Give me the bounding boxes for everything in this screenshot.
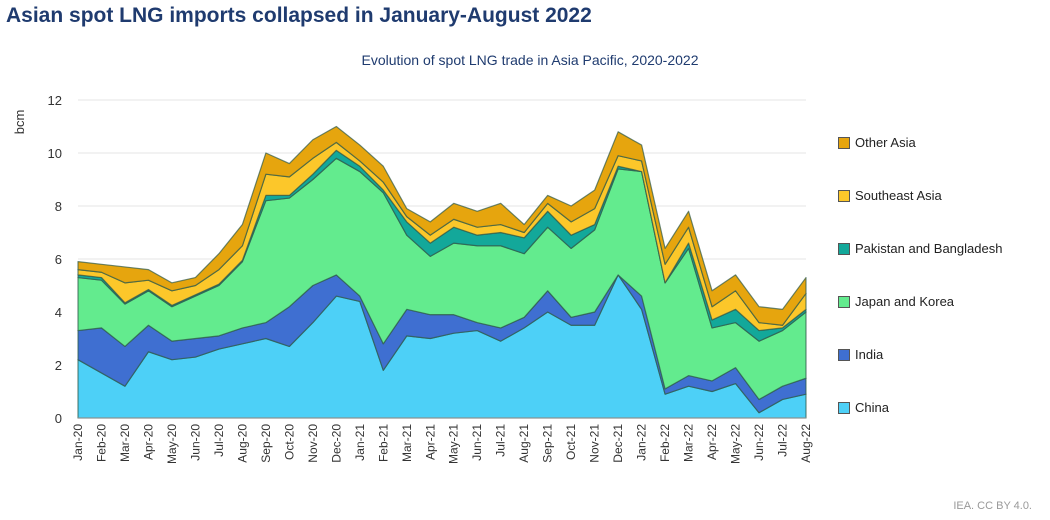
y-tick-label: 12 (48, 93, 62, 108)
legend-swatch (838, 189, 850, 202)
legend-swatch (838, 348, 850, 361)
area-other-asia (77, 125, 807, 326)
x-tick-label: Feb-21 (376, 424, 390, 462)
legend-item: China (838, 381, 1002, 434)
x-tick-label: Aug-21 (517, 424, 531, 463)
x-tick-label: Aug-22 (799, 424, 813, 463)
x-tick-label: May-22 (729, 424, 743, 464)
x-tick-label: Jun-22 (752, 424, 766, 461)
legend: Other Asia Southeast Asia Pakistan and Ban… (838, 116, 1002, 434)
x-tick-label: Apr-21 (423, 424, 437, 460)
y-axis-label: bcm (12, 110, 27, 135)
x-tick-label: Sep-21 (541, 424, 555, 463)
x-tick-label: Mar-20 (118, 424, 132, 462)
legend-label: Other Asia (855, 135, 916, 150)
x-tick-label: Apr-22 (705, 424, 719, 460)
x-tick-label: Feb-20 (94, 424, 108, 462)
legend-label: Japan and Korea (855, 294, 955, 309)
x-tick-label: Dec-20 (329, 424, 343, 463)
legend-item: Southeast Asia (838, 169, 1002, 222)
legend-label: Southeast Asia (855, 188, 942, 203)
x-tick-label: Jul-20 (212, 424, 226, 457)
x-tick-label: Oct-20 (282, 424, 296, 460)
x-tick-label: May-21 (447, 424, 461, 464)
x-tick-label: Apr-20 (141, 424, 155, 460)
credit: IEA. CC BY 4.0. (953, 500, 1032, 512)
legend-swatch (838, 401, 850, 414)
x-tick-label: Jul-21 (494, 424, 508, 457)
y-tick-label: 0 (55, 411, 62, 426)
legend-item: Other Asia (838, 116, 1002, 169)
x-tick-label: Mar-21 (400, 424, 414, 462)
legend-swatch (838, 295, 850, 308)
x-tick-label: Oct-21 (564, 424, 578, 460)
x-tick-label: Jan-20 (71, 424, 85, 461)
x-tick-label: Jun-21 (470, 424, 484, 461)
x-tick-label: Jun-20 (188, 424, 202, 461)
x-tick-label: Sep-20 (259, 424, 273, 463)
x-tick-label: Nov-20 (306, 424, 320, 463)
legend-item: India (838, 328, 1002, 381)
y-tick-label: 8 (55, 199, 62, 214)
chart-title: Evolution of spot LNG trade in Asia Paci… (361, 52, 699, 68)
y-tick-label: 2 (55, 358, 62, 373)
legend-label: India (855, 347, 884, 362)
x-tick-label: Aug-20 (235, 424, 249, 463)
y-tick-label: 10 (48, 146, 62, 161)
x-tick-label: Nov-21 (588, 424, 602, 463)
x-tick-label: Mar-22 (682, 424, 696, 462)
legend-swatch (838, 136, 850, 149)
x-tick-label: Jul-22 (776, 424, 790, 457)
legend-label: China (855, 400, 889, 415)
x-tick-label: Jan-21 (353, 424, 367, 461)
legend-swatch (838, 242, 850, 255)
y-tick-label: 6 (55, 252, 62, 267)
legend-item: Pakistan and Bangladesh (838, 222, 1002, 275)
x-tick-label: Jan-22 (635, 424, 649, 461)
x-tick-label: Dec-21 (611, 424, 625, 463)
legend-label: Pakistan and Bangladesh (855, 241, 1003, 256)
x-tick-label: Feb-22 (658, 424, 672, 462)
x-tick-label: May-20 (165, 424, 179, 464)
y-tick-label: 4 (55, 305, 62, 320)
legend-item: Japan and Korea (838, 275, 1002, 328)
page-title: Asian spot LNG imports collapsed in Janu… (6, 4, 592, 27)
